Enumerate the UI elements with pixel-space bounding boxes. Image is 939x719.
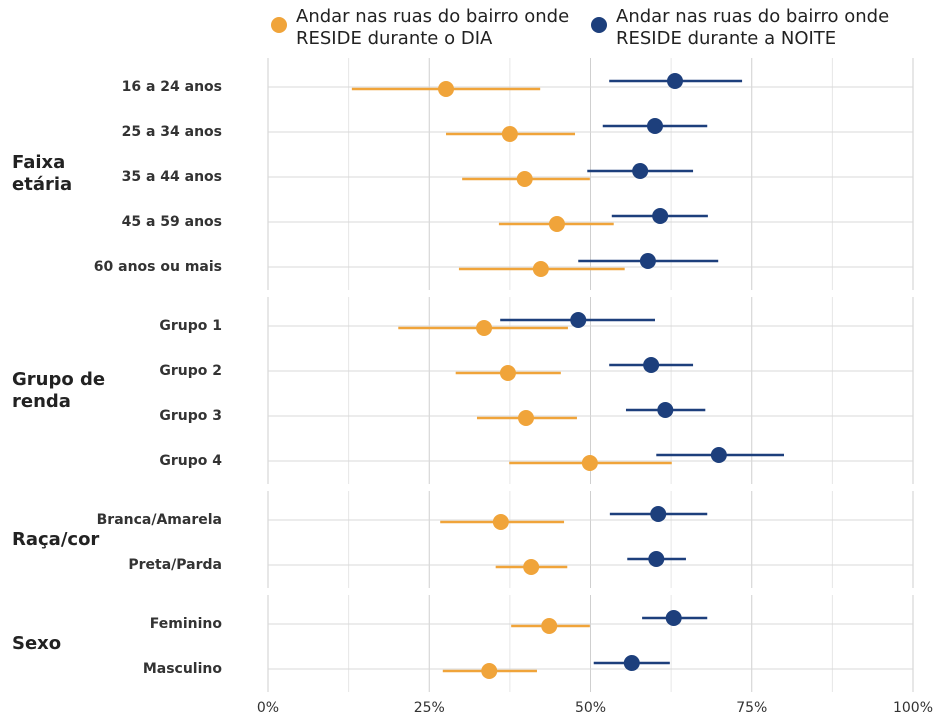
point	[541, 618, 558, 634]
y-tick-label: Grupo 1	[159, 318, 222, 334]
group-label: Grupo de renda	[12, 368, 106, 412]
point	[499, 365, 516, 381]
x-tick-label: 50%	[575, 700, 606, 716]
point	[657, 402, 674, 418]
point	[438, 81, 455, 97]
point	[665, 610, 682, 626]
point	[516, 171, 533, 187]
point	[532, 261, 549, 277]
point	[492, 514, 509, 530]
y-tick-label: 60 anos ou mais	[94, 259, 222, 275]
group-label: Faixa etária	[12, 152, 73, 195]
x-tick-label: 75%	[736, 700, 767, 716]
point	[548, 216, 565, 232]
point	[650, 506, 667, 522]
point	[632, 163, 649, 179]
point	[643, 357, 660, 373]
point	[647, 118, 663, 134]
y-tick-label: Preta/Parda	[128, 557, 222, 573]
point	[652, 208, 669, 224]
y-tick-label: Feminino	[150, 616, 223, 632]
y-tick-label: 16 a 24 anos	[122, 79, 222, 95]
point	[648, 551, 665, 567]
point	[581, 455, 598, 471]
point	[523, 559, 540, 575]
point	[476, 320, 493, 336]
y-tick-label: 25 a 34 anos	[122, 124, 222, 140]
legend-marker	[591, 17, 607, 33]
y-tick-label: Masculino	[143, 661, 223, 677]
y-tick-label: 45 a 59 anos	[122, 214, 222, 230]
y-tick-label: Grupo 3	[159, 408, 222, 424]
point	[501, 126, 518, 142]
group-label: Sexo	[12, 632, 62, 654]
point	[481, 663, 498, 679]
y-tick-label: Grupo 4	[159, 453, 222, 469]
y-tick-label: Grupo 2	[159, 363, 222, 379]
legend-marker	[271, 17, 287, 33]
x-tick-label: 0%	[257, 700, 279, 716]
y-tick-label: Branca/Amarela	[97, 512, 222, 528]
legend-label: Andar nas ruas do bairro onde RESIDE dur…	[296, 6, 570, 49]
point	[570, 312, 587, 328]
x-tick-label: 100%	[893, 700, 933, 716]
x-tick-label: 25%	[414, 700, 445, 716]
group-label: Raça/cor	[12, 528, 100, 550]
point	[666, 73, 683, 89]
point	[623, 655, 640, 671]
legend-label: Andar nas ruas do bairro onde RESIDE dur…	[616, 6, 890, 49]
point	[518, 410, 534, 426]
y-tick-label: 35 a 44 anos	[122, 169, 222, 185]
point	[710, 447, 727, 463]
point	[639, 253, 656, 269]
